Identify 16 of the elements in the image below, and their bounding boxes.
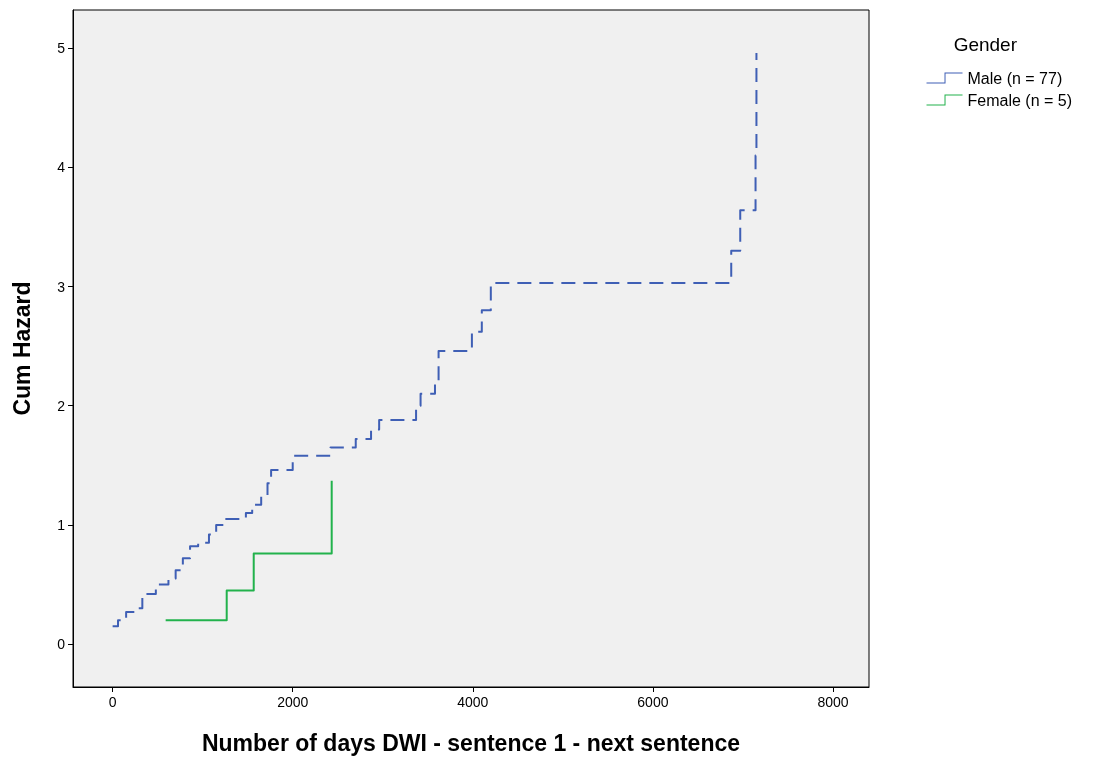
y-tick-label: 1 <box>57 516 66 533</box>
x-tick-label: 4000 <box>457 694 489 710</box>
x-axis-title: Number of days DWI - sentence 1 - next sentence <box>201 729 741 756</box>
y-tick-label: 0 <box>57 636 66 653</box>
y-tick-label: 4 <box>57 159 66 176</box>
legend-label: Female (n = 5) <box>967 91 1072 109</box>
x-tick-label: 8000 <box>817 694 849 710</box>
x-tick-label: 6000 <box>637 694 669 710</box>
y-tick-label: 3 <box>57 278 66 295</box>
legend-title: Gender <box>953 34 1018 55</box>
y-axis-title: Cum Hazard <box>8 281 35 416</box>
y-tick-label: 2 <box>57 397 66 414</box>
x-tick-label: 0 <box>108 694 117 710</box>
y-tick-label: 5 <box>57 40 66 57</box>
legend-label: Male (n = 77) <box>967 69 1063 87</box>
x-tick-label: 2000 <box>277 694 309 710</box>
